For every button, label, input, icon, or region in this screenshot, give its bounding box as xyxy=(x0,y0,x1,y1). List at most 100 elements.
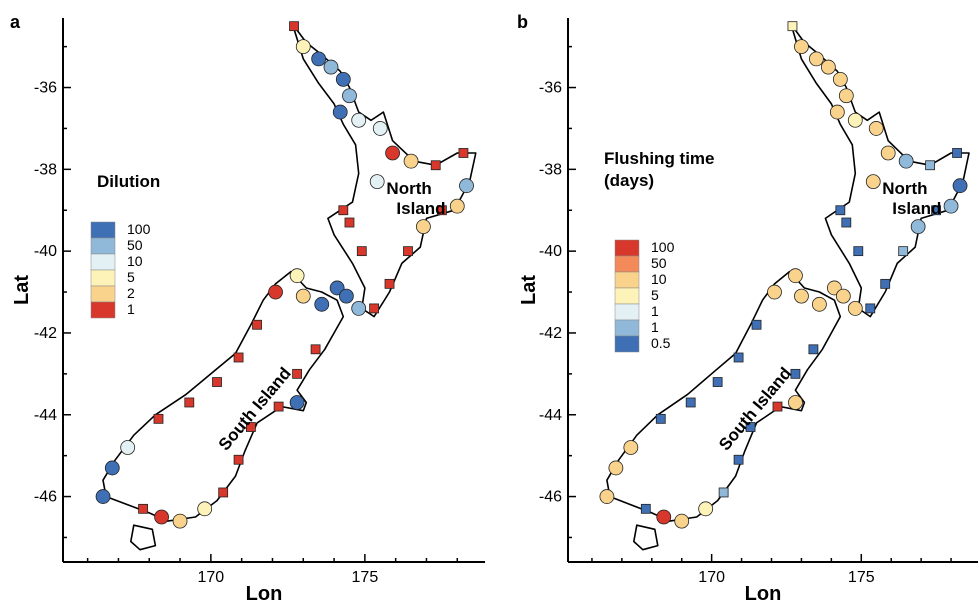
estuary-marker xyxy=(403,153,419,169)
estuary-marker xyxy=(436,205,447,216)
estuary-marker xyxy=(898,246,909,257)
y-tick-label: -46 xyxy=(34,489,57,506)
north-island-label-line: Island xyxy=(396,199,445,218)
estuary-marker xyxy=(880,278,891,289)
legend-label: 100 xyxy=(127,221,151,237)
estuary-marker xyxy=(655,413,666,424)
panel-b: b -36 -38 -40 -42 -44 -46 170 175 Lon Lat North Isla… xyxy=(517,12,978,602)
estuary-marker xyxy=(403,246,413,257)
estuary-marker xyxy=(608,460,624,476)
estuary-marker xyxy=(268,284,283,300)
estuary-marker xyxy=(808,51,824,67)
estuary-marker xyxy=(788,268,803,284)
estuary-marker xyxy=(772,401,783,412)
estuary-marker xyxy=(841,217,852,228)
estuary-marker xyxy=(656,509,672,525)
legend-label: 1 xyxy=(651,303,659,319)
estuary-marker xyxy=(138,503,148,514)
legend-label: 50 xyxy=(127,237,143,253)
south-island-coastline xyxy=(606,270,842,522)
estuary-marker xyxy=(351,301,367,316)
y-tick-label: -40 xyxy=(539,243,562,260)
stewart-island-coastline xyxy=(130,524,157,551)
legend-label: 100 xyxy=(651,239,675,255)
north-island-label: North Island xyxy=(386,179,445,218)
estuary-marker xyxy=(835,288,851,304)
estuary-marker xyxy=(172,513,188,529)
estuary-marker xyxy=(865,303,876,314)
estuary-marker xyxy=(794,288,809,304)
legend-swatch xyxy=(614,239,640,257)
estuary-marker xyxy=(311,51,327,67)
x-tick-label: 170 xyxy=(198,569,225,586)
legend-swatch xyxy=(90,253,116,271)
legend-label: 5 xyxy=(651,287,659,303)
estuary-marker xyxy=(329,280,345,296)
estuary-marker xyxy=(698,501,714,517)
y-tick-label: -40 xyxy=(34,243,57,260)
legend-swatch xyxy=(90,285,116,303)
south-island-label: South Island xyxy=(715,364,795,454)
estuary-marker xyxy=(338,288,354,304)
x-tick-label: 170 xyxy=(698,569,725,586)
panel-letter: b xyxy=(517,12,528,32)
estuary-marker xyxy=(925,160,936,171)
north-island-label-line: North xyxy=(882,179,927,198)
panel-a: a -36 -38 -40 -42 -44 -46 170 175 Lon Lat North Isla… xyxy=(10,12,485,602)
estuary-marker xyxy=(338,205,349,216)
estuary-marker xyxy=(289,395,305,410)
estuary-marker xyxy=(767,284,782,300)
estuary-marker xyxy=(356,246,367,257)
estuary-marker xyxy=(599,489,615,504)
estuary-marker xyxy=(335,71,351,87)
north-island-coastline xyxy=(291,23,477,318)
estuary-marker xyxy=(751,319,762,330)
legend-swatch xyxy=(614,287,640,305)
estuary-marker xyxy=(943,198,959,214)
estuary-marker xyxy=(880,145,896,161)
y-tick-label: -44 xyxy=(539,407,562,424)
estuary-marker xyxy=(120,440,136,455)
legend-swatch xyxy=(90,301,116,319)
estuary-marker xyxy=(95,489,111,504)
legend-title: Dilution xyxy=(97,172,160,191)
estuary-marker xyxy=(385,145,400,161)
estuary-marker xyxy=(808,344,819,355)
y-axis-label: Lat xyxy=(11,275,33,305)
legend-title: (days) xyxy=(604,171,654,190)
estuary-marker xyxy=(369,174,385,190)
y-tick-label: -42 xyxy=(539,325,562,342)
estuary-marker xyxy=(829,104,845,120)
estuary-marker xyxy=(252,319,262,330)
estuary-marker xyxy=(898,153,914,169)
estuary-marker xyxy=(273,401,284,412)
estuary-marker xyxy=(153,413,164,424)
legend-label: 1 xyxy=(127,301,135,317)
estuary-marker xyxy=(295,288,311,304)
y-tick-label: -46 xyxy=(539,489,562,506)
estuary-marker xyxy=(459,178,474,194)
estuary-marker xyxy=(245,422,256,432)
estuary-marker xyxy=(745,422,756,432)
estuary-marker xyxy=(104,460,120,476)
estuary-marker xyxy=(351,112,367,128)
estuary-marker xyxy=(372,121,388,136)
estuary-marker xyxy=(218,487,229,498)
y-tick-label: -42 xyxy=(34,325,57,342)
estuary-marker xyxy=(623,440,639,455)
x-tick-label: 175 xyxy=(848,569,875,586)
estuary-marker xyxy=(233,454,244,465)
y-tick-label: -36 xyxy=(539,80,562,97)
estuary-marker xyxy=(212,377,222,387)
legend-swatch xyxy=(90,221,116,239)
y-axis-label: Lat xyxy=(518,275,540,305)
estuary-marker xyxy=(835,205,846,216)
estuary-marker xyxy=(868,121,884,136)
estuary-marker xyxy=(384,278,395,289)
estuary-marker xyxy=(794,39,809,55)
legend-label: 1 xyxy=(651,319,659,335)
estuary-marker xyxy=(449,198,465,214)
legend-title: Flushing time xyxy=(604,149,715,168)
estuary-marker xyxy=(314,296,330,312)
